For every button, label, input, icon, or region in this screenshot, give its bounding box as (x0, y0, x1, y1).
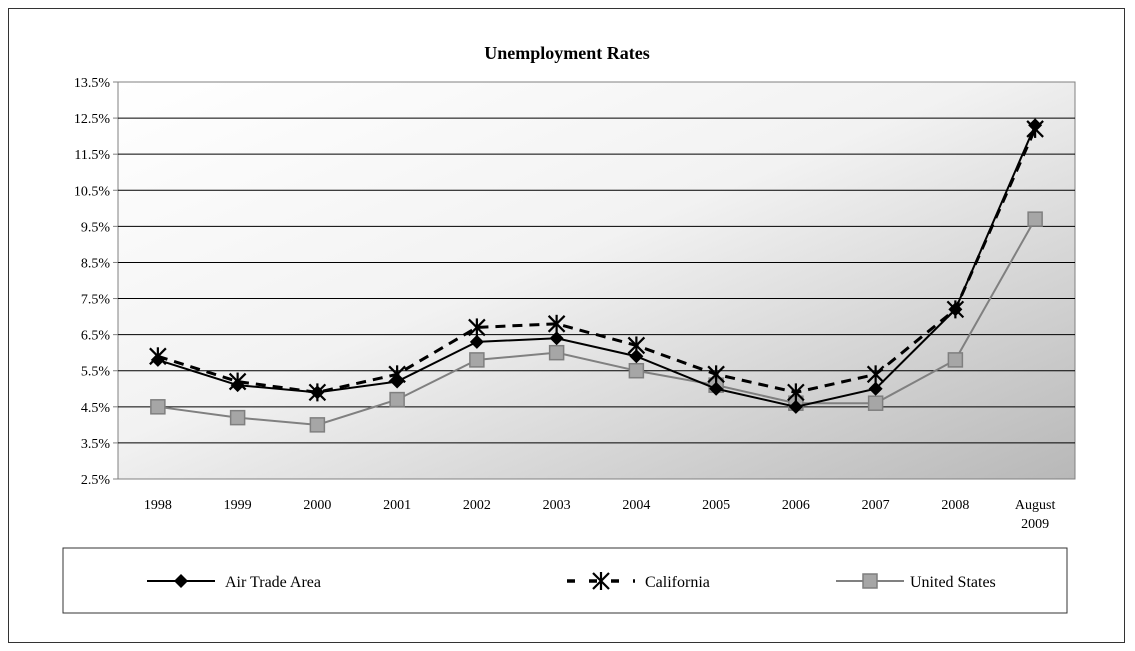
series-lines (149, 118, 1044, 433)
series-air-trade-area (150, 118, 1043, 414)
diamond-marker (469, 334, 484, 349)
series-united-states (150, 211, 1043, 433)
x-tick-label: 2004 (622, 498, 650, 513)
series-line (157, 124, 1037, 408)
x-tick-label-line: 2001 (383, 498, 411, 513)
x-tick-label: 2001 (383, 498, 411, 513)
x-tick-label-line: 2006 (782, 498, 810, 513)
y-tick-label: 10.5% (74, 184, 111, 199)
legend-label: United States (910, 574, 996, 591)
square-marker (309, 417, 326, 433)
y-tick-label: 9.5% (81, 220, 111, 235)
x-tick-label: 2007 (862, 498, 890, 513)
x-tick-label-line: 1998 (144, 498, 172, 513)
x-tick-label-line: 2002 (463, 498, 491, 513)
x-tick-label: 2003 (543, 498, 571, 513)
asterisk-marker (468, 318, 486, 337)
x-tick-label-line: 1999 (224, 498, 252, 513)
plot-area (117, 81, 1076, 480)
legend-item: Air Trade Area (147, 574, 321, 591)
x-tick-label-line: 2003 (543, 498, 571, 513)
x-axis-tick-labels: 1998 1999 2000 2001 2002 2003 2004 2005 2006 2007… (144, 498, 1056, 532)
diamond-marker (788, 399, 803, 414)
square-marker (469, 352, 485, 368)
y-tick-label: 11.5% (74, 148, 110, 163)
x-tick-label: August 2009 (1015, 498, 1056, 532)
legend-item: California (567, 572, 710, 591)
series-california (149, 119, 1044, 402)
series-line (157, 218, 1036, 426)
x-tick-label-line: 2008 (941, 498, 969, 513)
square-marker (867, 395, 884, 411)
diamond-marker (174, 574, 188, 588)
chart-title: Unemployment Rates (484, 43, 649, 63)
y-tick-label: 13.5% (74, 76, 111, 91)
x-tick-label: 2000 (303, 498, 331, 513)
y-tick-label: 7.5% (81, 293, 111, 308)
y-tick-label: 2.5% (81, 473, 111, 488)
diamond-marker (230, 378, 245, 393)
asterisk-marker (866, 365, 885, 384)
x-tick-label-line: 2000 (303, 498, 331, 513)
x-tick-label-line: 2004 (622, 498, 650, 513)
gridlines (113, 81, 1075, 480)
asterisk-marker (592, 572, 610, 590)
y-tick-label: 12.5% (74, 112, 111, 127)
diamond-marker (549, 331, 564, 346)
x-tick-label: 1999 (224, 498, 252, 513)
y-tick-label: 8.5% (81, 256, 111, 271)
y-tick-label: 3.5% (81, 437, 111, 452)
square-marker (862, 573, 878, 589)
diamond-marker (390, 374, 405, 389)
x-tick-label: 2005 (702, 498, 730, 513)
square-marker (229, 409, 246, 426)
square-marker (1027, 211, 1043, 227)
y-tick-label: 6.5% (81, 329, 111, 344)
diamond-marker (709, 381, 724, 396)
legend-label: Air Trade Area (225, 574, 321, 591)
x-tick-label-line: 2009 (1021, 517, 1049, 532)
x-tick-label: 2002 (463, 498, 491, 513)
legend-label: California (645, 574, 710, 591)
diamond-marker (1028, 118, 1043, 133)
x-tick-label: 2006 (782, 498, 810, 513)
x-tick-label: 2008 (941, 498, 969, 513)
square-marker (548, 344, 565, 361)
diamond-marker (629, 349, 644, 364)
diamond-marker (310, 385, 325, 400)
y-tick-label: 4.5% (81, 401, 111, 416)
square-marker (947, 352, 964, 368)
square-marker (389, 391, 405, 408)
square-marker (150, 399, 166, 415)
diamond-marker (948, 302, 963, 317)
x-tick-label-line: August (1015, 498, 1056, 513)
series-line (157, 128, 1037, 394)
asterisk-marker (707, 365, 725, 384)
legend-item: United States (836, 573, 996, 591)
legend: Air Trade Area California United States (147, 572, 996, 591)
y-axis-tick-labels: 2.5% 3.5% 4.5% 5.5% 6.5% 7.5% 8.5% 9.5% 10.5% 11.… (74, 76, 111, 488)
x-tick-label-line: 2007 (862, 498, 890, 513)
asterisk-marker (787, 383, 805, 402)
diamond-marker (150, 352, 165, 367)
y-tick-label: 5.5% (81, 365, 111, 380)
asterisk-marker (547, 314, 566, 333)
x-tick-label: 1998 (144, 498, 172, 513)
diamond-marker (868, 381, 883, 396)
x-tick-label-line: 2005 (702, 498, 730, 513)
square-marker (628, 362, 645, 379)
